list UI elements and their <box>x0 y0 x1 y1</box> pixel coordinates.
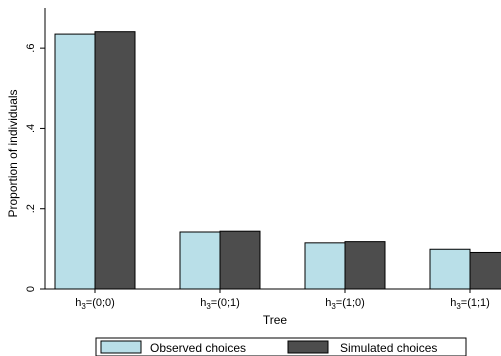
bar-observed <box>429 248 471 290</box>
x-tick-label: h3=(1;0) <box>325 297 365 311</box>
x-tick-label: h3=(1;1) <box>450 297 490 311</box>
bar-simulated <box>469 251 501 290</box>
y-axis-ticks: 0 .2 .4 .6 <box>25 44 45 292</box>
y-tick-label: .4 <box>25 124 37 133</box>
x-axis-tick-labels: h3=(0;0) h3=(0;1) h3=(1;0) h3=(1;1) <box>75 289 490 311</box>
bar-series-group <box>54 31 501 290</box>
legend-swatch-simulated <box>287 340 329 354</box>
y-tick-label: .2 <box>25 204 37 213</box>
legend-frame <box>95 337 467 356</box>
x-axis-title: Tree <box>263 313 288 327</box>
bar-simulated <box>94 31 136 290</box>
y-tick-label: .6 <box>25 44 37 53</box>
bar-observed <box>179 231 221 290</box>
x-tick-label: h3=(0;1) <box>200 297 240 311</box>
y-axis-title: Proportion of individuals <box>6 89 20 217</box>
legend-swatch-observed <box>100 340 142 354</box>
bar-simulated <box>344 241 386 290</box>
legend: Observed choices Simulated choices <box>95 337 467 356</box>
x-tick-label: h3=(0;0) <box>75 297 115 311</box>
legend-label-observed: Observed choices <box>150 341 246 355</box>
y-tick-label: 0 <box>25 286 37 292</box>
bar-simulated <box>219 230 261 290</box>
bar-observed <box>54 33 96 290</box>
bar-observed <box>304 242 346 290</box>
legend-label-simulated: Simulated choices <box>340 341 437 355</box>
